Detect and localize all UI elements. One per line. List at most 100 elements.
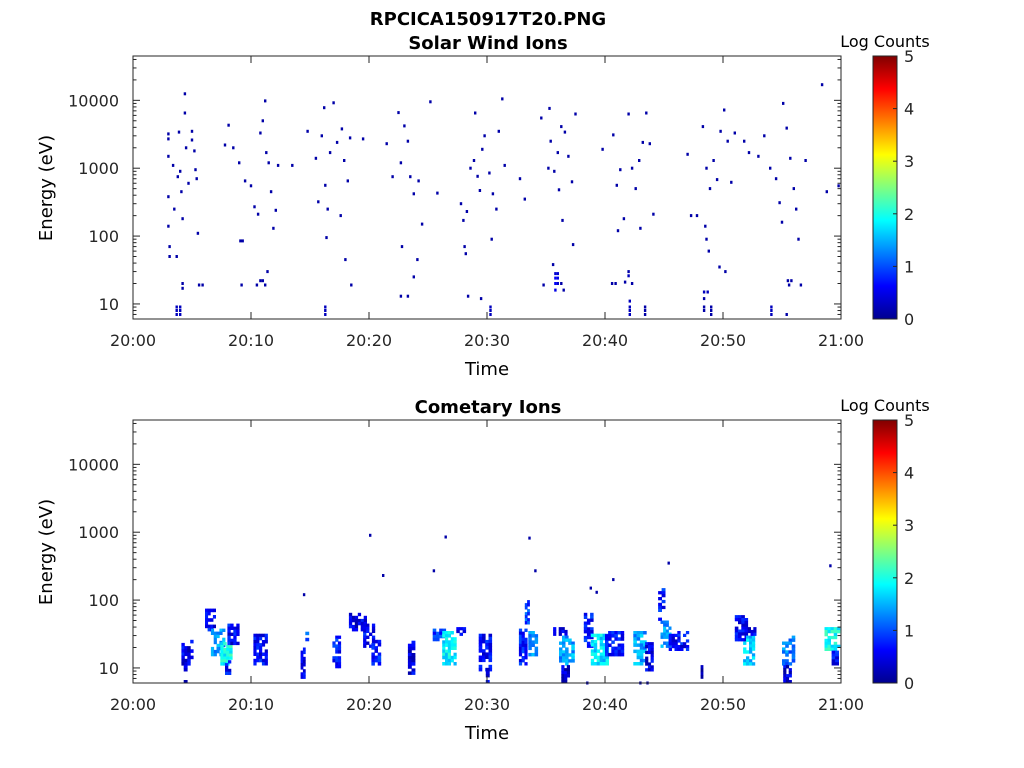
heatmap-cell [599, 636, 604, 641]
heatmap-cell [668, 636, 672, 640]
heatmap-cell [524, 640, 528, 645]
heatmap-pixel [256, 212, 260, 216]
heatmap-cell [643, 646, 647, 650]
heatmap-pixel [724, 270, 727, 274]
heatmap-cell [611, 646, 615, 651]
heatmap-cell [620, 634, 625, 638]
heatmap-cell [827, 644, 831, 648]
heatmap-cell [488, 652, 493, 656]
heatmap-cell [593, 633, 598, 638]
heatmap-pixel [707, 249, 710, 253]
heatmap-cell [300, 659, 304, 664]
heatmap-pixel [177, 130, 181, 134]
heatmap-cell [831, 653, 836, 657]
heatmap-cell [561, 665, 565, 669]
heatmap-cell [450, 637, 454, 641]
heatmap-cell [220, 656, 224, 660]
colorbar-tick-label: 2 [904, 569, 914, 588]
heatmap-pixel [409, 175, 412, 179]
heatmap-pixel [488, 171, 491, 175]
heatmap-cell [230, 623, 234, 627]
heatmap-pixel [179, 169, 182, 173]
heatmap-cell [212, 608, 216, 613]
heatmap-pixel [190, 138, 194, 142]
heatmap-cell [521, 649, 525, 654]
heatmap-cell [300, 650, 304, 655]
heatmap-cell [590, 649, 595, 653]
heatmap-cell [445, 662, 449, 666]
heatmap-cell [636, 631, 641, 635]
heatmap-cell [734, 632, 739, 636]
heatmap-cell [236, 641, 240, 646]
heatmap-cell [565, 659, 569, 663]
heatmap-pixel [790, 279, 793, 283]
heatmap-cell [371, 623, 376, 627]
heatmap-pixel [399, 161, 403, 165]
heatmap-cell [744, 618, 749, 622]
heatmap-cell [528, 652, 532, 657]
heatmap-cell [524, 656, 528, 660]
heatmap-cell [741, 620, 745, 625]
heatmap-cell [788, 638, 793, 642]
heatmap-cell [605, 640, 609, 644]
heatmap-cell [216, 634, 220, 639]
heatmap-cell [524, 643, 528, 648]
heatmap-cell [223, 647, 227, 652]
heatmap-cell [620, 646, 625, 651]
heatmap-cell [674, 647, 678, 651]
heatmap-cell [229, 647, 233, 652]
heatmap-cell [518, 640, 523, 645]
heatmap-pixel [705, 166, 708, 170]
heatmap-cell [593, 655, 598, 660]
heatmap-cell [783, 665, 787, 669]
heatmap-cell [614, 652, 618, 657]
heatmap-cell [528, 640, 532, 644]
y-tick-label: 10000 [68, 91, 119, 110]
heatmap-cell [453, 655, 457, 660]
heatmap-cell [749, 647, 753, 651]
heatmap-cell [223, 659, 227, 663]
heatmap-pixel [193, 149, 196, 153]
heatmap-cell [222, 637, 226, 642]
heatmap-cell [253, 636, 257, 641]
heatmap-cell [749, 635, 753, 639]
heatmap-pixel [503, 163, 506, 167]
heatmap-cell [456, 629, 460, 634]
heatmap-cell [605, 658, 609, 663]
heatmap-cell [374, 646, 378, 650]
heatmap-pixel [571, 243, 575, 247]
heatmap-cell [482, 649, 486, 653]
heatmap-pixel [695, 214, 699, 218]
heatmap-cell [264, 649, 268, 653]
heatmap-cell [253, 633, 257, 638]
heatmap-cell [219, 628, 223, 632]
heatmap-cell [300, 653, 304, 658]
heatmap-cell [783, 674, 787, 678]
heatmap-cell [743, 662, 747, 666]
heatmap-pixel [561, 218, 564, 222]
heatmap-pixel [615, 183, 618, 187]
colorbar-tick-label: 0 [904, 674, 914, 693]
heatmap-cell [453, 643, 457, 647]
heatmap-cell [559, 659, 563, 663]
heatmap-cell [531, 652, 535, 657]
heatmap-cell [639, 643, 644, 647]
heatmap-cell [751, 644, 756, 648]
heatmap-pixel [361, 137, 365, 141]
heatmap-pixel [324, 183, 327, 187]
solar-wind-heatmap [167, 83, 840, 316]
heatmap-cell [791, 635, 796, 639]
heatmap-cell [645, 668, 649, 672]
heatmap-cell [450, 631, 454, 635]
heatmap-pixel [469, 166, 472, 170]
heatmap-cell [636, 637, 641, 641]
heatmap-cell [335, 656, 339, 660]
heatmap-cell [639, 634, 644, 638]
heatmap-cell [233, 641, 237, 646]
heatmap-cell [827, 635, 831, 640]
heatmap-cell [261, 662, 266, 666]
heatmap-cell [665, 620, 669, 624]
heatmap-cell [528, 646, 532, 651]
heatmap-cell [190, 639, 194, 644]
heatmap-cell [411, 662, 416, 666]
